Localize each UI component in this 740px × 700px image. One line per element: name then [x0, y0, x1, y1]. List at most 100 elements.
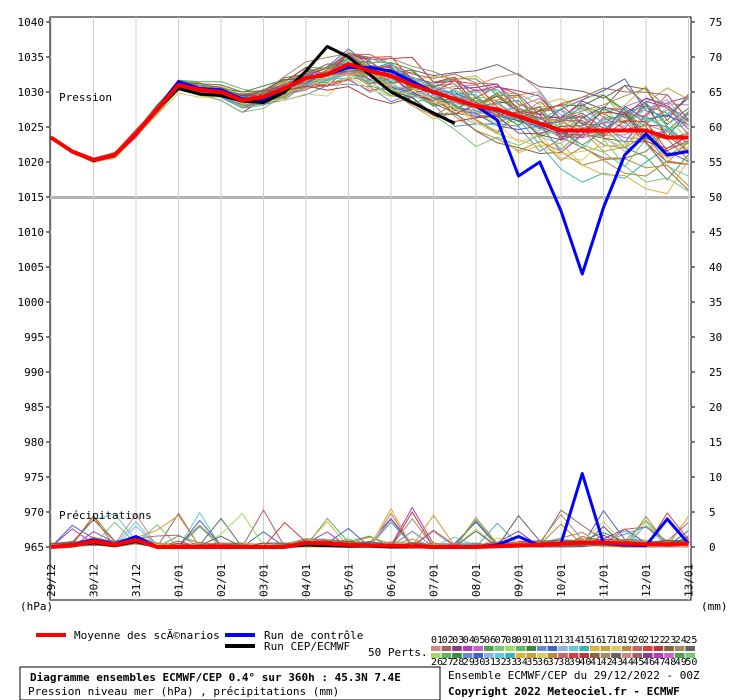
x-tick-label: 01/01 [173, 564, 186, 597]
pert-swatch [431, 653, 441, 658]
pert-number: 49 [675, 657, 687, 668]
pert-swatch [579, 653, 589, 658]
pert-number: 35 [526, 657, 538, 668]
pert-number: 20 [632, 635, 644, 646]
x-tick-label: 03/01 [258, 564, 271, 597]
pert-swatch [473, 653, 483, 658]
pert-number: 16 [590, 635, 602, 646]
precip-tick-label: 40 [709, 261, 722, 274]
pert-swatch [611, 646, 621, 651]
pert-swatch [537, 646, 547, 651]
pert-swatch [632, 646, 642, 651]
plot-frame [49, 16, 692, 601]
pert-swatch [558, 646, 568, 651]
precip-tick-label: 65 [709, 86, 722, 99]
pert-swatch [611, 653, 621, 658]
legend-label-mean: Moyenne des scÃ©narios [74, 629, 220, 642]
footer-subtitle: Pression niveau mer (hPa) , précipitatio… [28, 685, 339, 698]
footer-copyright: Copyright 2022 Meteociel.fr - ECMWF [448, 685, 680, 698]
pert-swatch [664, 653, 674, 658]
pressure-tick-label: 995 [24, 331, 44, 344]
pert-swatch [505, 653, 515, 658]
pert-swatch [537, 653, 547, 658]
pert-swatch [590, 653, 600, 658]
precip-tick-label: 55 [709, 156, 722, 169]
precip-tick-label: 30 [709, 331, 722, 344]
pert-swatch [674, 653, 685, 658]
pert-number: 17 [601, 635, 613, 646]
x-tick-label: 13/01 [683, 564, 696, 597]
pert-swatch [441, 646, 452, 651]
pressure-tick-label: 1010 [18, 226, 45, 239]
x-tick-label: 07/01 [428, 564, 441, 597]
pert-swatch [462, 646, 473, 651]
pressure-tick-label: 1000 [18, 296, 45, 309]
x-tick-label: 11/01 [598, 564, 611, 597]
pert-swatch [526, 653, 536, 658]
pert-swatch [547, 646, 558, 651]
precip-tick-label: 50 [709, 191, 722, 204]
pert-number: 32 [495, 657, 507, 668]
pressure-tick-label: 1040 [18, 16, 45, 29]
pert-swatch [664, 646, 674, 651]
pert-number: 34 [516, 657, 528, 668]
footer-box [19, 666, 441, 700]
pressure-tick-label: 990 [24, 366, 44, 379]
pert-number: 11 [537, 635, 549, 646]
pert-number: 12 [548, 635, 560, 646]
pert-swatch [568, 653, 579, 658]
pert-number: 28 [452, 657, 464, 668]
pert-swatch [494, 646, 505, 651]
precip-tick-label: 25 [709, 366, 722, 379]
pressure-tick-label: 1030 [18, 86, 45, 99]
precip-tick-label: 70 [709, 51, 722, 64]
pert-swatch [505, 646, 515, 651]
pert-number: 26 [431, 657, 443, 668]
pert-number: 31 [484, 657, 496, 668]
pressure-section-label: Pression [59, 91, 112, 104]
x-tick-label: 31/12 [130, 564, 143, 597]
pert-swatch [526, 646, 536, 651]
pert-swatch [558, 653, 568, 658]
pert-number: 05 [473, 635, 485, 646]
pert-swatch [441, 653, 452, 658]
mean-pressure-line [49, 62, 689, 162]
pressure-tick-label: 980 [24, 436, 44, 449]
pert-swatch [590, 646, 600, 651]
precip-tick-label: 45 [709, 226, 722, 239]
precip-tick-label: 5 [709, 506, 716, 519]
precip-tick-label: 0 [709, 541, 716, 554]
pert-number: 40 [579, 657, 591, 668]
pert-number: 03 [452, 635, 464, 646]
footer-run-info: Ensemble ECMWF/CEP du 29/12/2022 - 00Z [448, 669, 700, 682]
precip-tick-label: 35 [709, 296, 722, 309]
pert-number: 13 [558, 635, 570, 646]
pert-number: 01 [431, 635, 443, 646]
pressure-tick-label: 1020 [18, 156, 45, 169]
perturbation-pressure-line [50, 60, 689, 159]
pert-number: 09 [516, 635, 528, 646]
pert-number: 02 [442, 635, 454, 646]
pert-number: 25 [685, 635, 697, 646]
precip-tick-label: 60 [709, 121, 722, 134]
pert-number: 38 [558, 657, 570, 668]
pert-swatch [431, 646, 441, 651]
pert-swatch [685, 653, 695, 658]
pressure-unit-label: (hPa) [20, 600, 53, 613]
pert-number: 29 [463, 657, 475, 668]
perturbation-color-key: 0102030405060708091011121314151617181920… [431, 635, 697, 668]
pert-number: 06 [484, 635, 496, 646]
pressure-tick-label: 1005 [18, 261, 45, 274]
pert-swatch [579, 646, 589, 651]
pert-swatch [547, 653, 558, 658]
pressure-tick-label: 1025 [18, 121, 45, 134]
pert-swatch [643, 646, 653, 651]
precip-tick-label: 10 [709, 471, 722, 484]
pert-number: 04 [463, 635, 475, 646]
pressure-tick-label: 965 [24, 541, 44, 554]
mean-precip-line [50, 538, 689, 549]
pert-number: 19 [622, 635, 634, 646]
precip-tick-label: 75 [709, 16, 722, 29]
pressure-tick-label: 1035 [18, 51, 45, 64]
